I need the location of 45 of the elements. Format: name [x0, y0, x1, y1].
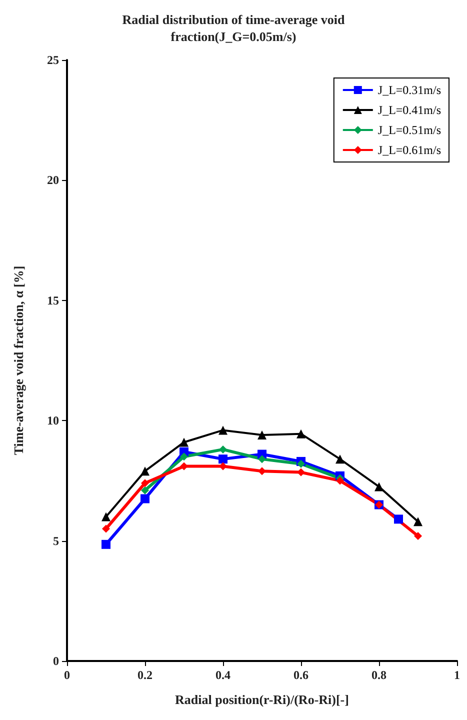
point — [218, 454, 228, 464]
point — [140, 494, 150, 504]
legend-label: J_L=0.51m/s — [378, 123, 442, 137]
x-tick-label: 0.6 — [294, 668, 308, 682]
point — [414, 532, 422, 540]
x-tick-label: 0 — [64, 668, 70, 682]
chart-title: Radial distribution of time-average void fraction(J_G=0.05m/s) — [122, 12, 346, 44]
legend-label: J_L=0.61m/s — [378, 143, 442, 157]
point — [141, 479, 149, 488]
y-tick-label: 20 — [47, 173, 59, 188]
legend-label: J_L=0.31m/s — [378, 83, 442, 97]
point — [141, 486, 149, 494]
point — [180, 462, 188, 470]
point — [218, 426, 228, 435]
point — [296, 429, 306, 438]
x-axis-title: Radial position(r-Ri)/(Ro-Ri)[-] — [175, 692, 349, 707]
point — [336, 454, 344, 464]
y-axis-title: Time-average void fraction, α [%] — [11, 266, 26, 456]
x-tick-label: 0.2 — [138, 668, 152, 682]
point — [258, 455, 266, 464]
x-tick-label: 1 — [454, 668, 460, 682]
point — [102, 524, 110, 533]
y-tick-label: 0 — [53, 654, 59, 668]
point — [414, 517, 422, 526]
point — [102, 512, 110, 522]
point — [219, 462, 227, 470]
y-tick-label: 25 — [47, 53, 59, 67]
point — [374, 482, 384, 492]
x-tick-label: 0.8 — [372, 668, 386, 682]
point — [297, 460, 305, 468]
y-tick-label: 5 — [53, 534, 59, 548]
point — [336, 476, 344, 485]
point — [180, 438, 188, 447]
point — [258, 467, 266, 476]
legend-label: J_L=0.41m/s — [378, 103, 442, 117]
x-tick-label: 0.4 — [216, 668, 230, 682]
point — [180, 452, 188, 461]
point — [394, 514, 403, 524]
point — [258, 430, 266, 440]
y-tick-label: 10 — [47, 414, 59, 428]
y-tick-label: 15 — [47, 293, 59, 308]
point — [219, 445, 227, 454]
point — [140, 466, 150, 476]
point — [102, 540, 110, 549]
point — [297, 468, 305, 476]
